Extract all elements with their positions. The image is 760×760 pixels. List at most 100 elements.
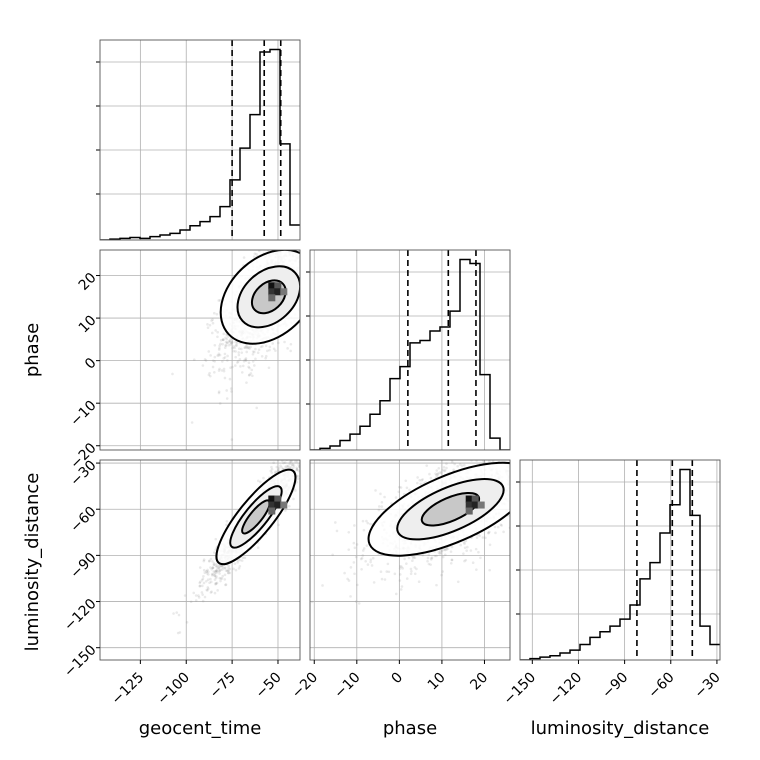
scatter-point [209, 580, 213, 584]
density-contour [215, 468, 297, 566]
scatter-point [335, 529, 339, 533]
scatter-point [311, 453, 314, 456]
scatter-point [362, 528, 366, 532]
scatter-point [464, 558, 468, 562]
scatter-point [435, 473, 438, 477]
scatter-point [322, 278, 325, 281]
scatter-point [177, 613, 181, 617]
scatter-point [387, 570, 391, 574]
scatter-point [213, 570, 217, 574]
scatter-point [303, 257, 306, 260]
scatter-point [324, 222, 327, 225]
scatter-point [314, 451, 317, 454]
scatter-point [295, 457, 298, 460]
scatter-point [301, 470, 304, 473]
scatter-point [510, 493, 513, 496]
scatter-point [243, 358, 246, 362]
scatter-point [344, 214, 347, 217]
scatter-point [215, 312, 219, 316]
scatter-point [502, 530, 505, 534]
scatter-point [294, 460, 297, 463]
scatter-point [439, 549, 442, 553]
scatter-point [503, 447, 506, 450]
scatter-point [238, 558, 242, 562]
scatter-point [522, 495, 525, 498]
scatter-point [429, 476, 433, 480]
density-peak-cell [268, 288, 276, 296]
scatter-point [314, 230, 317, 233]
scatter-point [287, 464, 290, 468]
scatter-point [284, 509, 287, 512]
scatter-point [222, 332, 226, 336]
scatter-point [521, 475, 524, 478]
x-tick-label-geocent_time: −50 [253, 670, 285, 702]
scatter-point [202, 568, 206, 572]
scatter-point [364, 559, 367, 563]
scatter-point [271, 342, 274, 345]
scatter-point [225, 397, 229, 400]
scatter-point [516, 506, 519, 509]
scatter-point [488, 530, 491, 534]
scatter-point [316, 433, 319, 436]
scatter-point [210, 573, 214, 577]
scatter-point [212, 562, 216, 565]
scatter-point [474, 547, 478, 551]
scatter-point [442, 466, 446, 469]
x-tick-label-phase: −10 [331, 670, 363, 702]
scatter-point [379, 492, 382, 496]
scatter-point [320, 260, 323, 263]
scatter-point [309, 239, 312, 242]
scatter-point [206, 568, 209, 572]
x-tick-label-luminosity_distance: −150 [501, 670, 540, 709]
scatter-point [256, 351, 260, 355]
scatter-point [210, 319, 213, 322]
density-peak-cell [268, 294, 276, 302]
scatter-point [280, 466, 283, 469]
scatter-point [291, 463, 294, 467]
scatter-point [221, 338, 225, 341]
scatter-point [456, 464, 459, 468]
scatter-point [515, 512, 518, 515]
scatter-point [238, 357, 242, 361]
scatter-point [210, 590, 213, 594]
scatter-point [212, 570, 216, 573]
scatter-point [208, 581, 211, 585]
scatter-point [408, 488, 411, 492]
scatter-point [256, 479, 260, 483]
x-tick-label-luminosity_distance: −30 [692, 670, 724, 702]
scatter-point [440, 549, 444, 553]
density-contour [396, 478, 505, 541]
hist-phase-frame [309, 249, 511, 451]
scatter-point [309, 233, 312, 236]
scatter-point [285, 464, 289, 468]
density-peak-cell [477, 501, 485, 509]
scatter-point [215, 581, 219, 585]
scatter-point [459, 543, 462, 547]
scatter-point [433, 554, 437, 558]
scatter-point [484, 452, 487, 455]
scatter-point [303, 270, 306, 273]
scatter-point [232, 345, 236, 348]
scatter-point [222, 338, 225, 341]
scatter-point [216, 354, 219, 357]
scatter-point [289, 246, 292, 249]
scatter-point [328, 411, 331, 414]
scatter-point [304, 282, 307, 285]
scatter-point [403, 557, 406, 561]
scatter-point [511, 488, 514, 491]
scatter-point [443, 469, 447, 472]
scatter-point [281, 460, 284, 462]
scatter-point [421, 553, 425, 557]
pair-geocent_time-phase-frame [99, 249, 301, 451]
scatter-point [224, 569, 228, 572]
scatter-point [237, 353, 241, 357]
scatter-point [445, 466, 448, 470]
scatter-point [463, 443, 466, 446]
scatter-point [270, 471, 274, 474]
scatter-point [410, 569, 413, 573]
scatter-point [209, 591, 213, 594]
y-tick-label-luminosity_distance: −120 [61, 596, 100, 635]
scatter-point [449, 561, 453, 565]
pair-content [172, 411, 331, 635]
